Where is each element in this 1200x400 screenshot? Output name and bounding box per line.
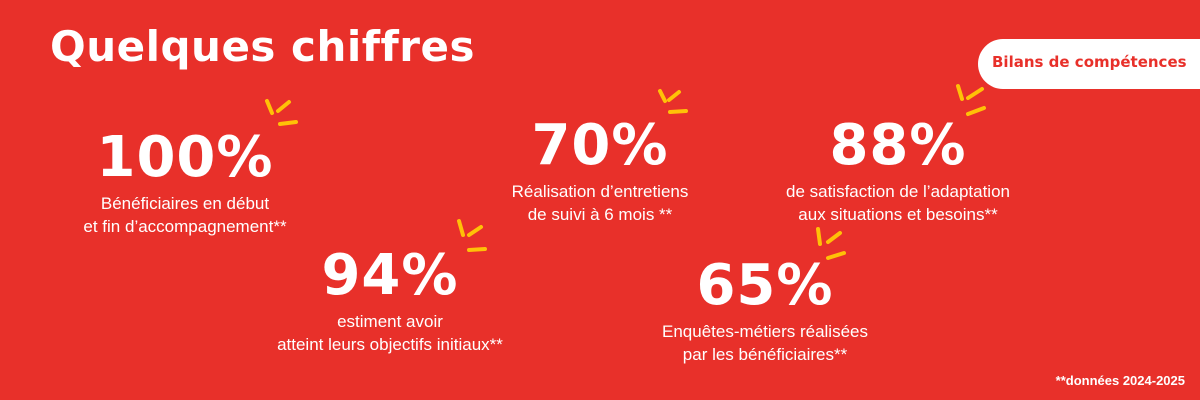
stat-label-line: Enquêtes-métiers réalisées [662, 322, 868, 341]
stat-label-line: Réalisation d’entretiens [511, 182, 689, 201]
stat-card: 65% Enquêtes-métiers réalisées par les b… [620, 258, 910, 366]
stat-value: 100% [96, 125, 274, 190]
stat-value: 70% [531, 113, 669, 178]
stat-value: 94% [321, 243, 459, 308]
stat-label-line: de suivi à 6 mois ** [527, 205, 673, 224]
stat-label: de satisfaction de l’adaptation aux situ… [748, 180, 1048, 226]
stat-label-line: aux situations et besoins** [798, 205, 998, 224]
category-badge: Bilans de compétences [978, 39, 1200, 89]
page-title: Quelques chiffres [50, 22, 475, 71]
stat-value: 65% [696, 253, 834, 318]
footnote: **données 2024-2025 [1055, 373, 1185, 388]
sparkle-burst-icon [658, 89, 688, 114]
stat-label-line: Bénéficiaires en début [100, 194, 270, 213]
sparkle-burst-icon [457, 219, 487, 252]
stat-card: 94% estiment avoir atteint leurs objecti… [240, 248, 540, 356]
stat-label: estiment avoir atteint leurs objectifs i… [240, 310, 540, 356]
sparkle-burst-icon [265, 99, 298, 126]
stat-label: Réalisation d’entretiens de suivi à 6 mo… [470, 180, 730, 226]
stat-label-line: de satisfaction de l’adaptation [786, 182, 1010, 201]
stat-label-line: atteint leurs objectifs initiaux** [277, 335, 503, 354]
stat-label-line: par les bénéficiaires** [682, 345, 848, 364]
stat-card: 100% Bénéficiaires en début et fin d’acc… [45, 130, 325, 238]
sparkle-burst-icon [956, 84, 986, 116]
stat-card: 70% Réalisation d’entretiens de suivi à … [470, 118, 730, 226]
stat-value: 88% [829, 113, 967, 178]
stat-card: 88% de satisfaction de l’adaptation aux … [748, 118, 1048, 226]
stat-label: Enquêtes-métiers réalisées par les bénéf… [620, 320, 910, 366]
stat-label-line: et fin d’accompagnement** [83, 217, 287, 236]
sparkle-burst-icon [816, 227, 846, 260]
stat-label: Bénéficiaires en début et fin d’accompag… [45, 192, 325, 238]
stat-label-line: estiment avoir [337, 312, 443, 331]
